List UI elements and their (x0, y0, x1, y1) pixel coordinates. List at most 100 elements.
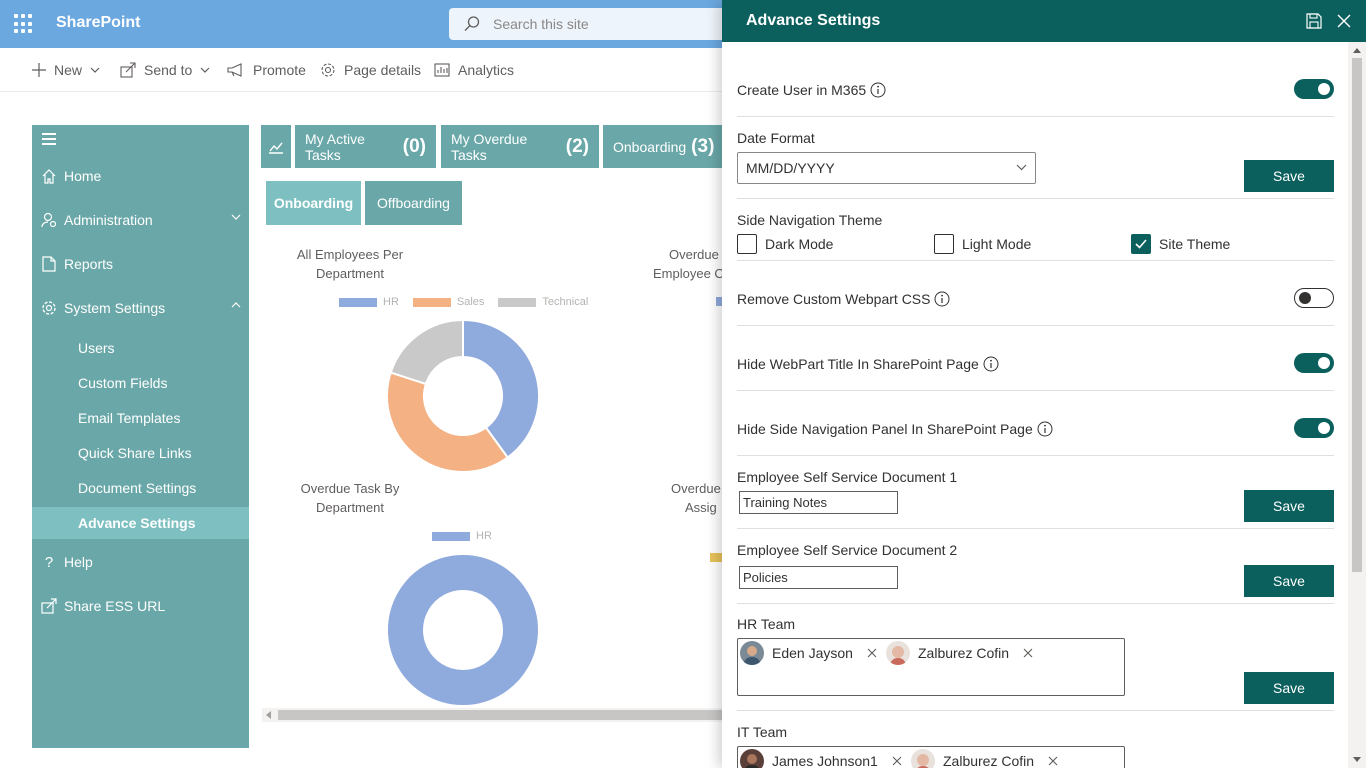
hide-nav-toggle[interactable] (1294, 418, 1334, 438)
chart-title-line: Overdue Task By (300, 481, 400, 496)
info-icon[interactable] (1037, 421, 1053, 437)
analytics-button[interactable]: Analytics (434, 60, 514, 80)
promote-button[interactable]: Promote (227, 60, 306, 80)
create-user-setting: Create User in M365 (737, 82, 886, 98)
site-theme-checkbox[interactable]: Site Theme (1131, 234, 1230, 254)
plus-icon (32, 63, 46, 77)
new-button[interactable]: New (32, 60, 100, 80)
divider (737, 710, 1334, 711)
tile-count: (2) (565, 135, 589, 157)
nav-item-system-settings[interactable]: System Settings (32, 292, 249, 324)
hr-team-people-picker[interactable]: Eden Jayson Zalburez Cofin (737, 638, 1125, 696)
employees-donut-chart (386, 318, 540, 473)
question-icon: ? (44, 553, 54, 571)
nav-sub-custom-fields[interactable]: Custom Fields (78, 375, 168, 391)
brand-title[interactable]: SharePoint (56, 14, 141, 31)
page-details-button[interactable]: Page details (320, 60, 421, 80)
save-icon[interactable] (1306, 13, 1322, 29)
tile-label: My Active Tasks (305, 130, 365, 163)
legend-item-sales[interactable]: Sales (412, 296, 484, 308)
hide-title-setting: Hide WebPart Title In SharePoint Page (737, 356, 999, 372)
hide-title-toggle[interactable] (1294, 353, 1334, 373)
tab-onboarding[interactable]: Onboarding (266, 181, 361, 225)
chart-legend: HR Sales Technical (339, 296, 602, 308)
nav-item-home[interactable]: Home (32, 160, 249, 192)
person-chip[interactable]: Eden Jayson (740, 641, 877, 665)
my-active-tasks-tile[interactable]: My Active Tasks (0) (295, 125, 436, 168)
chart-legend: HR (432, 530, 506, 542)
donut-slice-sales[interactable] (386, 371, 510, 473)
gear-icon (321, 63, 335, 77)
nav-item-administration[interactable]: Administration (32, 204, 249, 236)
checkbox-box[interactable] (737, 234, 757, 254)
nav-item-reports[interactable]: Reports (32, 248, 249, 280)
nav-sub-document-settings[interactable]: Document Settings (78, 480, 197, 496)
chevron-down-icon[interactable] (231, 214, 241, 220)
horizontal-scrollbar[interactable] (262, 708, 722, 722)
checkbox-label: Site Theme (1159, 236, 1231, 252)
nav-sub-users[interactable]: Users (78, 340, 115, 356)
share-icon (40, 597, 58, 615)
nav-sub-advance-settings[interactable]: Advance Settings (32, 507, 249, 539)
donut-slice-hr[interactable] (386, 553, 540, 707)
create-user-toggle[interactable] (1294, 79, 1334, 99)
ess1-save-button[interactable]: Save (1244, 490, 1334, 522)
info-icon[interactable] (983, 356, 999, 372)
person-chip[interactable]: Zalburez Cofin (911, 749, 1058, 768)
date-format-dropdown[interactable]: MM/DD/YYYY (737, 152, 1036, 184)
hr-team-save-button[interactable]: Save (1244, 672, 1334, 704)
ess2-save-button[interactable]: Save (1244, 565, 1334, 597)
onboarding-tile[interactable]: Onboarding (3) (603, 125, 722, 168)
chevron-up-icon[interactable] (231, 302, 241, 308)
page-details-label: Page details (344, 62, 422, 78)
ess2-input[interactable] (739, 566, 898, 589)
divider (737, 390, 1334, 391)
nav-item-help[interactable]: ? Help (32, 546, 249, 578)
legend-item-hr[interactable]: HR (339, 296, 399, 308)
ess1-input[interactable] (739, 491, 898, 514)
dark-mode-checkbox[interactable]: Dark Mode (737, 234, 833, 254)
vertical-scrollbar[interactable] (1348, 42, 1366, 768)
remove-icon[interactable] (892, 756, 902, 766)
app-launcher-icon[interactable] (14, 14, 34, 34)
nav-item-label: Help (64, 554, 93, 570)
remove-css-toggle[interactable] (1294, 288, 1334, 308)
person-chip[interactable]: James Johnson1 (740, 749, 902, 768)
person-chip[interactable]: Zalburez Cofin (886, 641, 1033, 665)
checkbox-label: Dark Mode (765, 236, 834, 252)
dashboard-tile[interactable] (261, 125, 291, 168)
nav-item-share-ess-url[interactable]: Share ESS URL (32, 590, 249, 622)
nav-sub-email-templates[interactable]: Email Templates (78, 410, 181, 426)
legend-item-technical[interactable]: Technical (498, 296, 588, 308)
close-icon[interactable] (1336, 13, 1352, 29)
nav-item-label: Administration (64, 212, 153, 228)
donut-slice-technical[interactable] (389, 318, 464, 386)
search-input[interactable] (493, 14, 753, 34)
remove-icon[interactable] (867, 648, 877, 658)
info-icon[interactable] (870, 82, 886, 98)
checkbox-box[interactable] (1131, 234, 1151, 254)
send-to-button[interactable]: Send to (120, 60, 210, 80)
nav-item-label: System Settings (64, 300, 166, 316)
date-format-save-button[interactable]: Save (1244, 160, 1334, 192)
hide-nav-setting: Hide Side Navigation Panel In SharePoint… (737, 421, 1053, 437)
chevron-down-icon (1016, 164, 1027, 171)
chart-title-line: Department (316, 500, 384, 515)
legend-item-hr[interactable]: HR (432, 530, 492, 542)
setting-label: Hide Side Navigation Panel In SharePoint… (737, 421, 1033, 437)
my-overdue-tasks-tile[interactable]: My Overdue Tasks (2) (441, 125, 599, 168)
donut-slice-hr[interactable] (462, 318, 540, 459)
hamburger-icon[interactable] (42, 133, 56, 145)
tab-offboarding[interactable]: Offboarding (365, 181, 462, 225)
divider (737, 116, 1334, 117)
light-mode-checkbox[interactable]: Light Mode (934, 234, 1031, 254)
remove-icon[interactable] (1048, 756, 1058, 766)
it-team-people-picker[interactable]: James Johnson1 Zalburez Cofin (737, 746, 1125, 768)
chart-title: Overdue Task By Department (270, 479, 430, 517)
remove-icon[interactable] (1023, 648, 1033, 658)
info-icon[interactable] (934, 291, 950, 307)
checkbox-box[interactable] (934, 234, 954, 254)
document-icon (40, 255, 58, 273)
nav-sub-quick-share-links[interactable]: Quick Share Links (78, 445, 192, 461)
divider (737, 455, 1334, 456)
